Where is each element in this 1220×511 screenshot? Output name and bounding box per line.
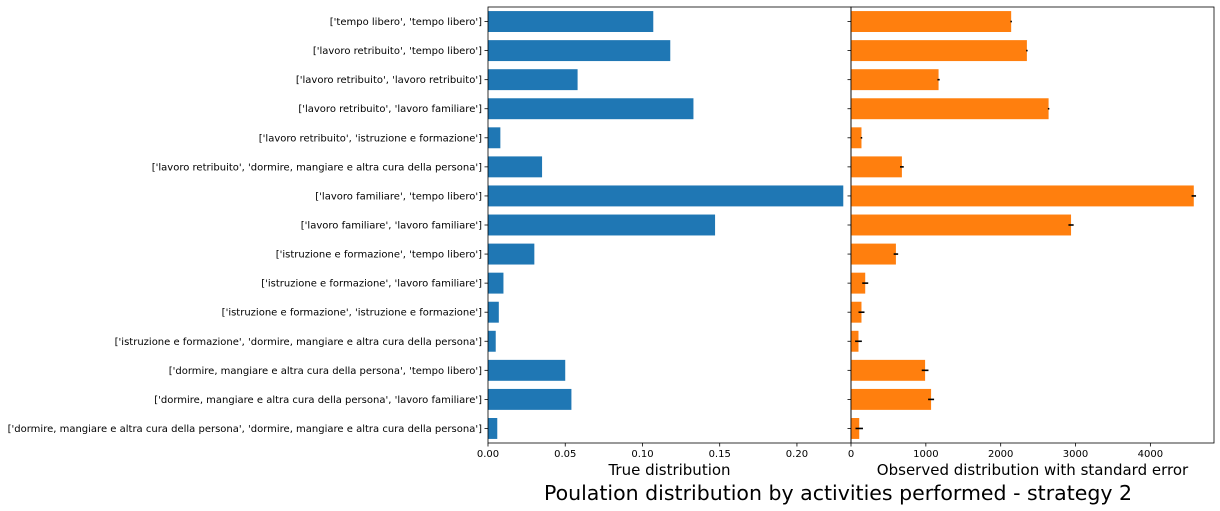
true-distribution-xtick-label: 0.20 <box>786 449 808 460</box>
observed-distribution-xtick-label: 1000 <box>913 449 938 460</box>
observed-distribution-bar <box>851 40 1027 62</box>
true-distribution-xtick-label: 0.15 <box>709 449 731 460</box>
observed-distribution-bar <box>851 301 862 323</box>
category-label: ['istruzione e formazione', 'dormire, ma… <box>115 337 482 348</box>
category-label: ['dormire, mangiare e altra cura della p… <box>154 395 482 406</box>
true-distribution-bar <box>488 127 501 149</box>
observed-distribution-xlabel: Observed distribution with standard erro… <box>877 461 1189 479</box>
true-distribution-bar <box>488 214 716 236</box>
category-label: ['lavoro retribuito', 'lavoro retribuito… <box>296 75 482 86</box>
true-distribution-bar <box>488 40 671 62</box>
true-distribution-bar <box>488 156 543 178</box>
category-label: ['lavoro retribuito', 'lavoro familiare'… <box>298 104 482 115</box>
observed-distribution-bar <box>851 330 859 352</box>
observed-distribution-xtick-label: 2000 <box>988 449 1013 460</box>
true-distribution-bar <box>488 98 694 120</box>
true-distribution-bar <box>488 11 654 32</box>
true-distribution-bar <box>488 301 499 323</box>
observed-distribution-bar <box>851 185 1194 207</box>
observed-distribution-bar <box>851 243 896 265</box>
true-distribution-bar <box>488 69 578 91</box>
category-label: ['dormire, mangiare e altra cura della p… <box>169 366 482 377</box>
category-label: ['lavoro familiare', 'lavoro familiare'] <box>301 221 482 232</box>
true-distribution-xtick-label: 0.00 <box>477 449 499 460</box>
true-distribution-bar <box>488 359 566 381</box>
true-distribution-bar <box>488 272 504 294</box>
observed-distribution-bar <box>851 69 939 91</box>
true-distribution-bar <box>488 388 572 410</box>
observed-distribution-bar <box>851 156 902 178</box>
category-label: ['lavoro familiare', 'tempo libero'] <box>315 191 482 202</box>
true-distribution-bar <box>488 418 498 439</box>
category-label: ['istruzione e formazione', 'lavoro fami… <box>261 279 482 290</box>
observed-distribution-xtick-label: 4000 <box>1138 449 1163 460</box>
category-label: ['lavoro retribuito', 'istruzione e form… <box>259 133 482 144</box>
observed-distribution-bar <box>851 359 926 381</box>
true-distribution-chart: ['tempo libero', 'tempo libero'] ['lavoro… <box>8 6 852 479</box>
true-distribution-bar <box>488 330 496 352</box>
true-distribution-xtick-label: 0.10 <box>631 449 653 460</box>
observed-distribution-bar <box>851 272 866 294</box>
true-distribution-xlabel: True distribution <box>607 461 730 479</box>
category-label: ['dormire, mangiare e altra cura della p… <box>8 424 482 435</box>
category-label: ['istruzione e formazione', 'istruzione … <box>222 308 482 319</box>
category-label: ['istruzione e formazione', 'tempo liber… <box>276 250 482 261</box>
figure-title: Poulation distribution by activities per… <box>544 481 1132 505</box>
observed-distribution-xtick-label: 0 <box>848 449 854 460</box>
true-distribution-bar <box>488 185 844 207</box>
category-label: ['lavoro retribuito', 'dormire, mangiare… <box>152 162 482 173</box>
category-label: ['tempo libero', 'tempo libero'] <box>330 17 482 28</box>
observed-distribution-bar <box>851 127 862 149</box>
observed-distribution-xtick-label: 3000 <box>1063 449 1088 460</box>
observed-distribution-bar <box>851 98 1049 120</box>
true-distribution-xtick-label: 0.05 <box>554 449 576 460</box>
category-label: ['lavoro retribuito', 'tempo libero'] <box>313 46 482 57</box>
observed-distribution-bar <box>851 418 860 439</box>
observed-distribution-bar <box>851 388 932 410</box>
observed-distribution-bar <box>851 214 1072 236</box>
true-distribution-bar <box>488 243 535 265</box>
observed-distribution-bar <box>851 11 1012 32</box>
